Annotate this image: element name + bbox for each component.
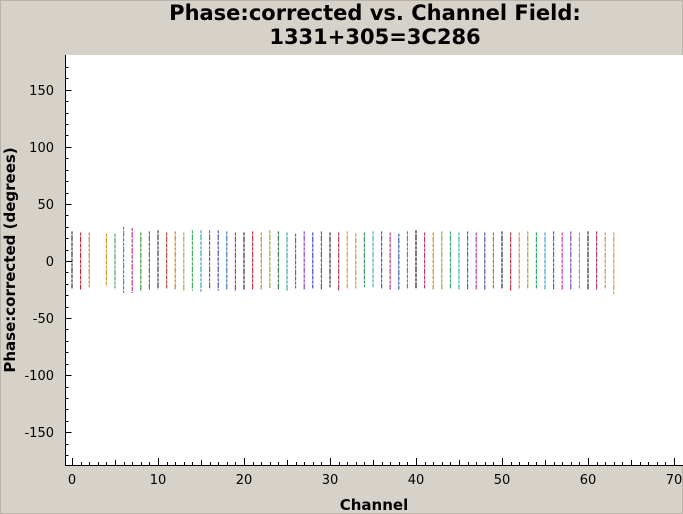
x-tick-label: 30 bbox=[322, 473, 339, 488]
x-tick-label: 50 bbox=[494, 473, 511, 488]
plot-area bbox=[65, 55, 683, 465]
y-tick-label: 50 bbox=[37, 198, 54, 213]
x-tick-label: 40 bbox=[408, 473, 425, 488]
x-tick-label: 0 bbox=[68, 473, 76, 488]
y-tick-label: 100 bbox=[29, 141, 54, 156]
chart-title-line-2: 1331+305=3C286 bbox=[269, 25, 481, 49]
y-tick-label: 0 bbox=[46, 255, 54, 270]
chart-title-line-1: Phase:corrected vs. Channel Field: bbox=[169, 1, 581, 25]
x-tick-label: 20 bbox=[236, 473, 253, 488]
y-tick-label: -150 bbox=[24, 426, 54, 441]
x-axis-label: Channel bbox=[340, 496, 408, 514]
x-tick-label: 70 bbox=[666, 473, 683, 488]
y-tick-label: -100 bbox=[24, 369, 54, 384]
data-marks bbox=[71, 226, 615, 295]
y-tick-label: 150 bbox=[29, 84, 54, 99]
axes: -150 -100 -50 0 50 100 150 0 10 20 30 40 50 60 70 bbox=[24, 55, 683, 488]
y-axis-label: Phase:corrected (degrees) bbox=[1, 147, 19, 372]
x-tick-label: 60 bbox=[580, 473, 597, 488]
x-tick-label: 10 bbox=[150, 473, 167, 488]
y-tick-label: -50 bbox=[33, 312, 54, 327]
